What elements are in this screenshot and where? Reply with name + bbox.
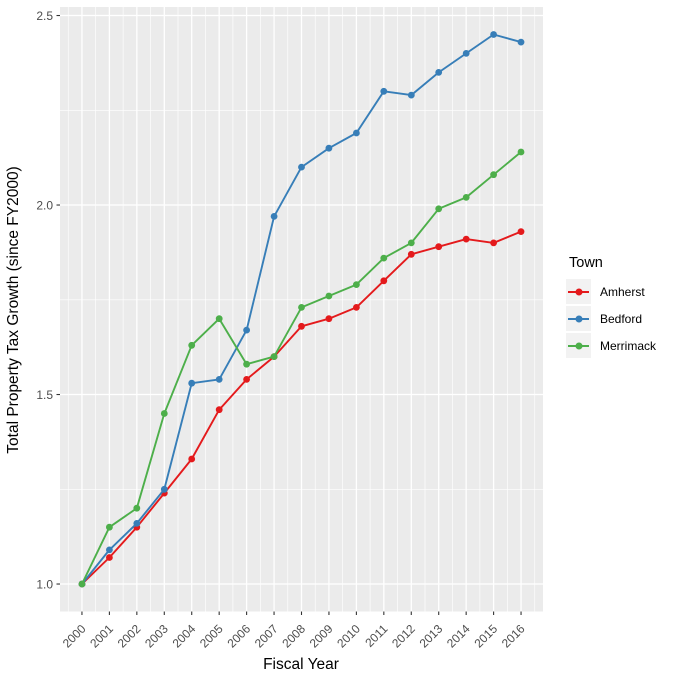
data-point-merrimack-2004: [188, 341, 196, 349]
data-point-merrimack-2015: [490, 171, 497, 179]
x-tick-label: 2001: [87, 621, 116, 650]
legend-entry-amherst: Amherst: [566, 279, 656, 304]
data-point-bedford-2005: [215, 376, 223, 383]
data-point-bedford-2011: [380, 87, 388, 95]
data-point-amherst-2008: [298, 322, 305, 330]
data-point-amherst-2001: [106, 554, 113, 561]
data-point-bedford-2009: [325, 144, 333, 152]
x-tick-label: 2004: [170, 621, 199, 650]
legend-label-amherst: Amherst: [600, 284, 645, 299]
x-tick-label: 2000: [60, 621, 89, 650]
x-axis-title: Fiscal Year: [263, 656, 339, 673]
legend-entries: Amherst Bedford Merrimack: [566, 279, 656, 358]
legend-point-swatch: [575, 288, 582, 295]
legend-point-swatch: [575, 315, 582, 322]
x-tick-label: 2011: [362, 621, 390, 649]
x-tick-label: 2008: [279, 621, 308, 650]
data-point-bedford-2002: [133, 520, 141, 527]
data-point-bedford-2012: [407, 91, 415, 99]
data-point-merrimack-2005: [215, 315, 223, 323]
data-point-merrimack-2002: [133, 504, 141, 512]
y-tick-label: 2.0: [36, 198, 53, 212]
y-tick-label: 1.5: [36, 388, 53, 402]
data-point-merrimack-2013: [435, 205, 443, 213]
data-point-amherst-2010: [353, 304, 360, 311]
x-tick-label: 2016: [499, 621, 528, 650]
data-point-merrimack-2001: [106, 523, 113, 531]
x-tick-label: 2015: [471, 621, 500, 650]
data-point-merrimack-2006: [243, 360, 251, 368]
x-tick-label: 2002: [115, 621, 144, 650]
data-point-bedford-2016: [517, 38, 525, 46]
x-tick-label: 2014: [444, 621, 473, 650]
data-point-bedford-2006: [243, 326, 251, 334]
data-point-bedford-2001: [106, 546, 113, 554]
legend-key-bedford-icon: [566, 306, 591, 331]
data-point-amherst-2016: [517, 228, 525, 236]
data-point-merrimack-2000: [78, 580, 86, 588]
data-point-merrimack-2009: [325, 292, 333, 300]
x-tick-label: 2003: [142, 621, 171, 650]
data-point-amherst-2015: [490, 239, 497, 247]
data-point-merrimack-2010: [353, 281, 360, 288]
data-point-amherst-2013: [435, 243, 443, 251]
data-point-bedford-2010: [353, 129, 360, 137]
x-tick-label: 2013: [417, 621, 446, 650]
data-point-bedford-2004: [188, 379, 196, 387]
data-point-merrimack-2012: [407, 239, 415, 247]
data-point-merrimack-2016: [517, 148, 525, 156]
legend-title: Town: [569, 255, 603, 271]
y-tick-label: 1.0: [36, 577, 53, 591]
legend-key-amherst-icon: [566, 279, 591, 304]
x-tick-label: 2006: [224, 621, 253, 650]
legend-label-merrimack: Merrimack: [600, 338, 656, 353]
data-point-bedford-2013: [435, 69, 443, 76]
y-tick-label: 2.5: [36, 9, 53, 23]
legend-entry-bedford: Bedford: [566, 306, 656, 331]
legend-label-bedford: Bedford: [600, 311, 643, 326]
x-tick-label: 2010: [334, 621, 363, 650]
data-point-bedford-2008: [298, 163, 305, 171]
data-point-amherst-2006: [243, 376, 251, 383]
x-tick-label: 2012: [389, 621, 418, 650]
data-point-merrimack-2003: [160, 410, 168, 417]
data-point-merrimack-2007: [270, 353, 278, 360]
y-axis-title: Total Property Tax Growth (since FY2000): [5, 166, 22, 454]
data-point-amherst-2005: [215, 406, 223, 414]
legend: Town Amherst Bedford Merrimack: [566, 255, 656, 358]
data-point-bedford-2007: [270, 213, 278, 220]
data-point-bedford-2003: [160, 485, 168, 493]
x-tick-label: 2005: [197, 621, 226, 650]
data-point-bedford-2015: [490, 31, 497, 38]
legend-key-merrimack-icon: [566, 333, 591, 358]
x-tick-label: 2007: [252, 621, 281, 650]
data-point-amherst-2014: [462, 235, 470, 243]
data-point-amherst-2012: [407, 250, 415, 258]
data-point-bedford-2014: [462, 50, 470, 57]
data-point-merrimack-2011: [380, 254, 388, 262]
data-point-merrimack-2014: [462, 194, 470, 201]
legend-entry-merrimack: Merrimack: [566, 333, 656, 358]
legend-point-swatch: [575, 342, 582, 349]
data-point-amherst-2004: [188, 455, 196, 463]
x-tick-label: 2009: [307, 621, 336, 650]
data-point-amherst-2011: [380, 277, 388, 285]
data-point-merrimack-2008: [298, 304, 305, 311]
data-point-amherst-2009: [325, 315, 333, 323]
